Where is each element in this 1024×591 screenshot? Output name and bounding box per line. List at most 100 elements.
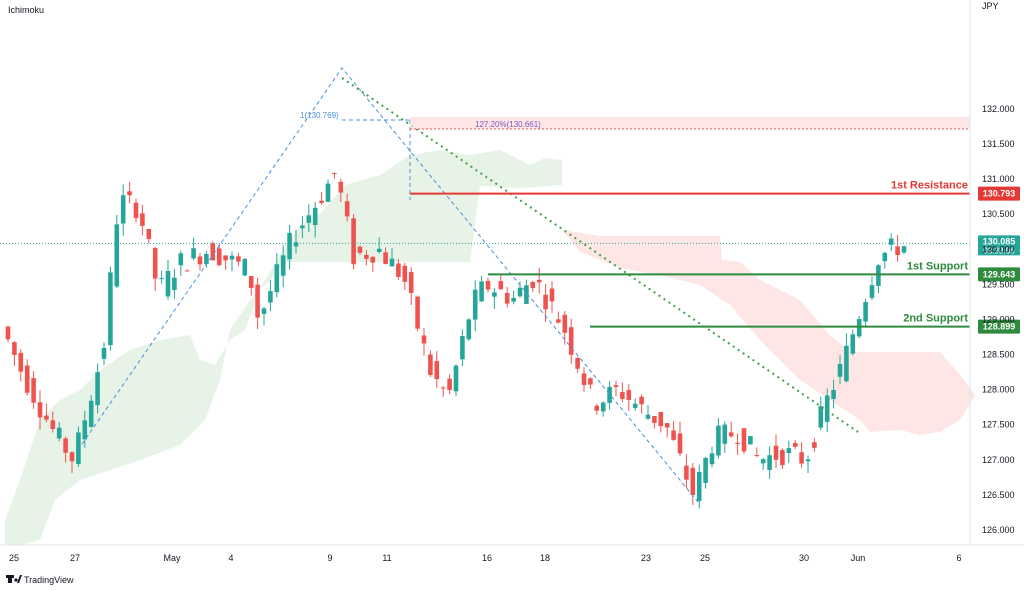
candle-body [549,288,555,302]
level-name: 1st Support [907,260,968,272]
candle-body [850,334,856,354]
candle-body [780,449,785,466]
y-tick-label: 132.000 [982,104,1015,114]
candle-body [76,432,81,465]
candle-body [863,302,868,322]
candle-body [69,452,75,462]
candle-body [389,258,395,267]
candle-body [485,280,491,290]
candle-body [594,405,600,411]
candle-body [287,232,292,260]
candle-body [677,433,683,454]
cloud-bearish [562,230,975,435]
x-tick-label: 4 [228,553,233,563]
candle-body [607,386,612,403]
candle-body [31,378,36,403]
y-tick-label: 126.500 [982,490,1015,500]
candle-body [364,254,369,259]
candle-body [44,415,49,420]
candle-body [440,387,446,389]
candle-body [101,347,107,359]
level-price-tag [978,186,1020,201]
candle-body [895,246,900,256]
level-name: 1st Resistance [891,180,968,192]
y-tick-label: 129.500 [982,279,1015,289]
candle-body [639,396,644,405]
support-resistance-levels: 127.20%(130.661) 1st Resistance 130.793 1st… [0,117,1020,334]
candle-body [786,448,792,454]
candle-body [620,391,625,399]
candle-body [524,285,529,304]
y-tick-label: 127.500 [982,420,1015,430]
candle-body [63,438,68,453]
y-tick-label: 130.000 [982,244,1015,254]
candle-body [613,385,619,387]
axes: 126.000 126.500 127.000 127.500 128.000 128.5… [0,0,1024,563]
candle-body [684,465,689,480]
level-price-tag [978,267,1020,282]
candles [5,172,907,509]
candle-body [504,292,510,304]
x-tick-label: 6 [956,553,961,563]
candle-body [37,402,43,418]
fib-swing-label: 1(130.769) [300,111,339,120]
x-tick-label: 25 [700,553,710,563]
drawings: 1(130.769) [77,67,859,503]
candle-body [581,373,587,385]
candle-body [293,242,299,247]
candle-body [562,314,568,333]
last-price-value: 130.085 [983,236,1016,246]
candle-body [812,442,817,448]
candle-body [824,395,830,422]
candle-body [652,416,657,423]
candle-body [530,282,536,289]
candle-body [95,372,100,406]
fib-zigzag-line [77,67,699,503]
x-tick-label: 16 [482,553,492,563]
candle-body [792,442,798,447]
level-price-text: 128.899 [983,322,1016,332]
candle-body [645,414,651,419]
fib-extension-label: 127.20%(130.661) [475,120,541,129]
x-tick-label: 25 [9,553,19,563]
candle-body [716,425,721,456]
candle-body [556,319,561,323]
candle-body [658,412,664,427]
x-tick-label: 18 [540,553,550,563]
candle-body [396,263,401,277]
candle-body [696,471,702,502]
candle-body [588,378,593,385]
candle-body [357,246,363,253]
candle-body [799,452,804,464]
candle-body [831,390,836,400]
candle-body [735,442,740,445]
candle-body [255,284,260,318]
candle-body [543,294,548,310]
candle-body [690,467,696,496]
candle-body [332,172,337,174]
candle-body [805,459,811,462]
candle-body [869,285,875,298]
candle-body [632,403,638,408]
candle-countdown: 03:33:06 [983,246,1015,255]
candle-body [626,390,632,400]
candle-body [472,289,478,320]
candle-body [210,243,216,261]
resistance-zone [410,117,970,129]
candle-body [236,256,241,262]
candle-body [492,292,497,297]
candle-body [127,191,132,196]
candle-body [338,181,344,193]
candle-body [82,420,88,440]
y-tick-label: 130.500 [982,209,1015,219]
candle-body [536,279,542,283]
candle-body [223,255,228,261]
candle-body [773,445,779,460]
candle-body [204,253,209,265]
tradingview-logo-icon [6,575,22,583]
candle-body [837,363,843,377]
candle-body [140,213,145,226]
candle-body [133,202,139,218]
